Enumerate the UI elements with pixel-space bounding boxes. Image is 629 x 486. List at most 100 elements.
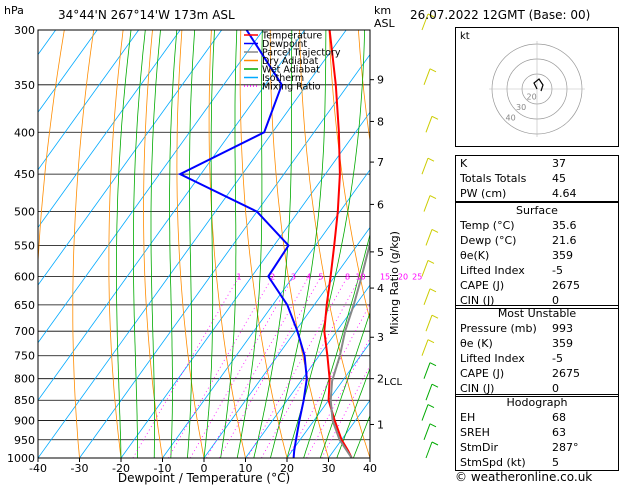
row-label: StmSpd (kt)	[460, 456, 526, 469]
temperature-tick-label: -20	[112, 462, 130, 475]
row-label: K	[460, 157, 468, 170]
pressure-tick-label: 800	[14, 373, 35, 386]
dry-adiabat-line	[623, 30, 629, 458]
wet-adiabat-line	[336, 367, 370, 458]
x-axis-label: Dewpoint / Temperature (°C)	[118, 471, 290, 485]
wind-barb-flag	[427, 339, 435, 344]
wind-barb	[425, 315, 433, 332]
temperature-tick-label: -30	[71, 462, 89, 475]
wet-adiabat-line	[236, 30, 263, 458]
mixing-ratio-axis-label: Mixing Ratio (g/kg)	[388, 231, 401, 335]
row-value: -5	[552, 264, 563, 277]
temperature-tick-label: 10	[239, 462, 253, 475]
series-dewpoint	[177, 30, 308, 458]
wind-barb-flag	[427, 404, 435, 408]
row-label: CAPE (J)	[460, 279, 505, 292]
temperature-tick-label: 0	[201, 462, 208, 475]
isotherm-line	[120, 111, 370, 458]
wind-barb	[423, 195, 431, 212]
wind-barb-flag	[429, 195, 437, 200]
wind-barb	[421, 339, 429, 356]
wind-barb	[421, 404, 429, 421]
mixing-ratio-label: 10	[355, 272, 365, 281]
pressure-tick-label: 300	[14, 24, 35, 37]
dry-adiabat-line	[108, 30, 124, 458]
dry-adiabat-line	[358, 30, 370, 144]
wind-barb-flag	[427, 157, 435, 162]
isotherm-line	[38, 30, 98, 113]
temperature-tick-label: -40	[29, 462, 47, 475]
mixing-ratio-label: 25	[412, 272, 422, 281]
row-value: 0	[552, 294, 559, 307]
km-tick-label: 2	[377, 373, 384, 386]
table-row: EH 68	[456, 410, 618, 425]
pressure-tick-label: 750	[14, 350, 35, 363]
wind-barb	[425, 116, 433, 133]
row-label: CIN (J)	[460, 382, 495, 395]
mixing-ratio-label: 5	[318, 272, 323, 281]
row-label: Dewp (°C)	[460, 234, 517, 247]
row-value: 63	[552, 426, 566, 439]
pressure-tick-label: 900	[14, 415, 35, 428]
km-tick-label: 9	[377, 74, 384, 87]
surface-table: Surface Temp (°C) 35.6 Dewp (°C) 21.6 θe(K) 35…	[455, 202, 619, 309]
copyright-footer: © weatheronline.co.uk	[455, 470, 593, 484]
table-row: CAPE (J) 2675	[456, 278, 618, 293]
mixing-ratio-label: 1	[237, 272, 242, 281]
pressure-tick-label: 350	[14, 79, 35, 92]
isotherm-line	[162, 169, 370, 458]
isotherm-line	[38, 30, 139, 171]
hodograph-ring-label: 40	[506, 114, 516, 123]
legend-label: Dry Adiabat	[262, 56, 319, 67]
row-label: PW (cm)	[460, 187, 507, 200]
hpa-label: hPa	[4, 4, 24, 17]
wind-barb-flag	[431, 229, 439, 233]
row-value: 5	[552, 456, 559, 469]
row-value: 2675	[552, 367, 580, 380]
table-row: θe (K) 359	[456, 336, 618, 351]
skewt-axes: 1 2 3 4 5 8 10 15 20 2530035040045050055060065070…	[7, 24, 422, 485]
row-value: 35.6	[552, 219, 577, 232]
wind-barb-flag	[429, 362, 437, 367]
wet-adiabat-line	[319, 311, 370, 458]
wind-barb	[425, 384, 433, 401]
isotherm-line	[203, 226, 370, 458]
wet-adiabat-line	[253, 30, 293, 458]
dry-adiabat-line	[176, 30, 205, 458]
most-unstable-title: Most Unstable	[497, 307, 577, 320]
temperature-tick-label: 20	[280, 462, 294, 475]
pressure-tick-label: 700	[14, 325, 35, 338]
km-tick-label: 3	[377, 331, 384, 344]
wind-barb	[421, 157, 429, 175]
isotherm-line	[0, 30, 14, 458]
temperature-tick-label: 30	[322, 462, 336, 475]
table-row: Pressure (mb) 993	[456, 321, 618, 336]
pressure-tick-label: 550	[14, 239, 35, 252]
mixing-ratio-line	[219, 276, 322, 458]
temperature-tick-label: -10	[154, 462, 172, 475]
pressure-tick-label: 850	[14, 394, 35, 407]
wet-adiabat-line	[187, 30, 196, 458]
dry-adiabat-line	[239, 30, 288, 458]
table-row: CAPE (J) 2675	[456, 366, 618, 381]
row-value: 0	[552, 382, 559, 395]
series-temperature	[323, 30, 353, 458]
row-value: 68	[552, 411, 566, 424]
table-row: Lifted Index -5	[456, 351, 618, 366]
mixing-ratio-label: 8	[345, 272, 350, 281]
dry-adiabat-line	[299, 30, 370, 458]
mixing-ratio-label: 4	[306, 272, 311, 281]
wind-barb-flag	[429, 68, 437, 73]
wind-barb	[423, 423, 431, 440]
wind-barbs	[421, 13, 439, 459]
table-row: CIN (J) 0	[456, 381, 618, 396]
row-value: 37	[552, 157, 566, 170]
km-tick-label: 6	[377, 198, 384, 211]
indices-table: K 37 Totals Totals 45 PW (cm) 4.64	[455, 155, 619, 202]
surface-title: Surface	[516, 204, 558, 217]
wind-barb-flag	[431, 115, 439, 120]
wet-adiabat-line	[115, 30, 132, 458]
wind-barb	[421, 260, 429, 277]
